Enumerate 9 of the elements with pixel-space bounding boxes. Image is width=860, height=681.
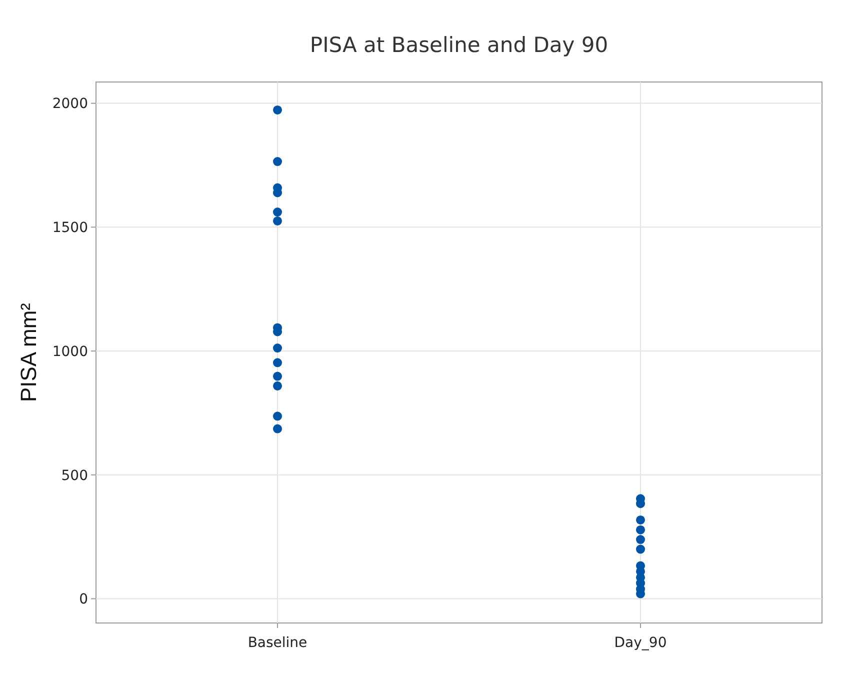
y-axis-title: PISA mm² <box>16 302 41 402</box>
y-tick-label: 2000 <box>52 96 88 112</box>
chart-title: PISA at Baseline and Day 90 <box>310 33 608 57</box>
y-tick-label: 1000 <box>52 344 88 360</box>
x-tick-label: Day_90 <box>614 635 667 651</box>
y-tick-label: 1500 <box>52 220 88 236</box>
y-tick-label: 0 <box>79 592 88 608</box>
x-tick-label: Baseline <box>248 635 308 651</box>
y-tick-label: 500 <box>61 468 88 484</box>
